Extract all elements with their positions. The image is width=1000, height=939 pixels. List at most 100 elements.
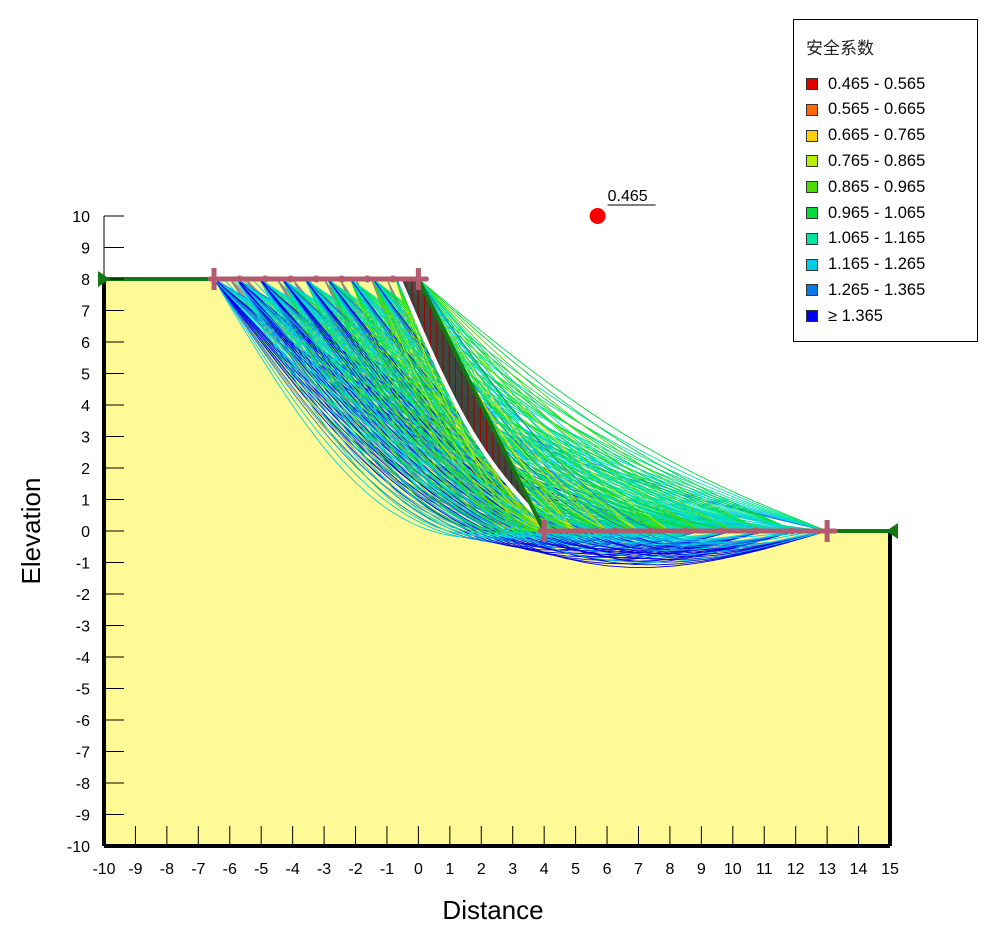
trial-surface bbox=[418, 278, 796, 532]
legend-entry: ≥ 1.365 bbox=[806, 306, 883, 326]
legend-entry: 0.965 - 1.065 bbox=[806, 203, 925, 223]
trial-surface bbox=[418, 278, 828, 546]
trial-surface bbox=[418, 278, 734, 532]
critical-fos-label: 0.465 bbox=[608, 188, 648, 205]
legend-label: 1.265 - 1.365 bbox=[828, 280, 926, 299]
legend-swatch bbox=[806, 310, 818, 323]
trial-surface bbox=[418, 278, 765, 532]
y-tick-label: 7 bbox=[81, 304, 90, 321]
legend-swatch bbox=[806, 232, 818, 245]
trial-surface bbox=[418, 278, 828, 532]
x-tick-label: -4 bbox=[286, 861, 300, 878]
y-tick-label: -9 bbox=[76, 808, 90, 825]
y-tick-label: 3 bbox=[81, 430, 90, 447]
x-tick-label: -5 bbox=[254, 861, 268, 878]
y-tick-label: 2 bbox=[81, 461, 90, 478]
boundary-right-marker bbox=[886, 523, 898, 539]
y-tick-label: -8 bbox=[76, 776, 90, 793]
legend-entry: 0.765 - 0.865 bbox=[806, 151, 925, 171]
legend-entry: 0.865 - 0.965 bbox=[806, 177, 925, 197]
x-tick-label: 7 bbox=[634, 861, 643, 878]
trial-surface bbox=[395, 278, 545, 532]
x-tick-label: 5 bbox=[571, 861, 580, 878]
trial-surface bbox=[327, 278, 545, 532]
y-tick-label: 9 bbox=[81, 241, 90, 258]
legend-title: 安全系数 bbox=[806, 39, 874, 59]
x-tick-label: -3 bbox=[317, 861, 331, 878]
y-tick-label: -6 bbox=[76, 713, 90, 730]
legend-entry: 0.465 - 0.565 bbox=[806, 74, 925, 94]
y-tick-label: -2 bbox=[76, 587, 90, 604]
critical-slip-mass bbox=[399, 279, 545, 531]
legend-label: 0.665 - 0.765 bbox=[828, 126, 926, 145]
range-point bbox=[287, 275, 295, 283]
trial-surface bbox=[395, 278, 828, 532]
range-point bbox=[717, 527, 725, 535]
trial-surface bbox=[349, 278, 639, 536]
y-tick-label: 6 bbox=[81, 335, 90, 352]
range-point bbox=[236, 275, 244, 283]
legend-entry: 1.265 - 1.365 bbox=[806, 280, 925, 300]
trial-surface bbox=[395, 278, 796, 532]
legend-entry: 0.665 - 0.765 bbox=[806, 126, 925, 146]
x-tick-label: 3 bbox=[508, 861, 517, 878]
y-tick-label: 4 bbox=[81, 398, 90, 415]
trial-surface bbox=[418, 278, 828, 532]
trial-surface bbox=[213, 278, 733, 558]
legend: 安全系数 0.465 - 0.565 0.565 - 0.665 0.665 - 0… bbox=[793, 19, 978, 342]
legend-label: 0.865 - 0.965 bbox=[828, 177, 926, 196]
y-tick-label: -7 bbox=[76, 745, 90, 762]
y-tick-label: -5 bbox=[76, 682, 90, 699]
legend-entry: 1.065 - 1.165 bbox=[806, 229, 925, 249]
trial-surface bbox=[304, 278, 545, 532]
trial-surface bbox=[418, 278, 733, 532]
legend-label: 0.765 - 0.865 bbox=[828, 151, 926, 170]
y-tick-label: 10 bbox=[72, 209, 90, 226]
x-tick-label: -7 bbox=[191, 861, 205, 878]
legend-entry: 1.165 - 1.265 bbox=[806, 255, 925, 275]
x-tick-label: -2 bbox=[348, 861, 362, 878]
y-axis-title: Elevation bbox=[16, 478, 46, 585]
legend-label: 0.565 - 0.665 bbox=[828, 100, 926, 119]
legend-swatch bbox=[806, 103, 818, 116]
x-axis-title: Distance bbox=[442, 895, 543, 925]
x-tick-label: -9 bbox=[128, 861, 142, 878]
range-point bbox=[389, 275, 397, 283]
range-point bbox=[752, 527, 760, 535]
trial-surface bbox=[223, 278, 821, 557]
trial-surface bbox=[418, 278, 733, 538]
range-point bbox=[611, 527, 619, 535]
trial-surface bbox=[232, 278, 815, 551]
range-point bbox=[646, 527, 654, 535]
trial-surface bbox=[418, 278, 796, 532]
y-tick-label: 5 bbox=[81, 367, 90, 384]
x-tick-label: -8 bbox=[160, 861, 174, 878]
range-point bbox=[312, 275, 320, 283]
x-tick-label: -6 bbox=[223, 861, 237, 878]
x-tick-label: 10 bbox=[724, 861, 742, 878]
trial-surface bbox=[304, 278, 576, 535]
soil-region bbox=[104, 279, 890, 846]
legend-label: 0.465 - 0.565 bbox=[828, 74, 926, 93]
y-tick-label: 8 bbox=[81, 272, 90, 289]
trial-surface bbox=[304, 278, 608, 537]
range-point bbox=[682, 527, 690, 535]
range-point bbox=[338, 275, 346, 283]
legend-label: 1.065 - 1.165 bbox=[828, 229, 926, 248]
trial-surface bbox=[418, 278, 608, 532]
trial-surface bbox=[349, 278, 545, 532]
legend-label: ≥ 1.365 bbox=[828, 306, 883, 325]
x-tick-label: 9 bbox=[697, 861, 706, 878]
range-point bbox=[261, 275, 269, 283]
critical-center-marker bbox=[589, 208, 606, 224]
y-tick-label: 1 bbox=[81, 493, 90, 510]
legend-swatch bbox=[806, 181, 818, 194]
legend-swatch bbox=[806, 284, 818, 297]
legend-label: 0.965 - 1.065 bbox=[828, 203, 926, 222]
trial-surface bbox=[418, 278, 671, 532]
critical-slip-surface bbox=[397, 278, 538, 517]
trial-surface bbox=[327, 278, 545, 532]
range-point bbox=[576, 527, 584, 535]
y-tick-label: -4 bbox=[76, 650, 90, 667]
